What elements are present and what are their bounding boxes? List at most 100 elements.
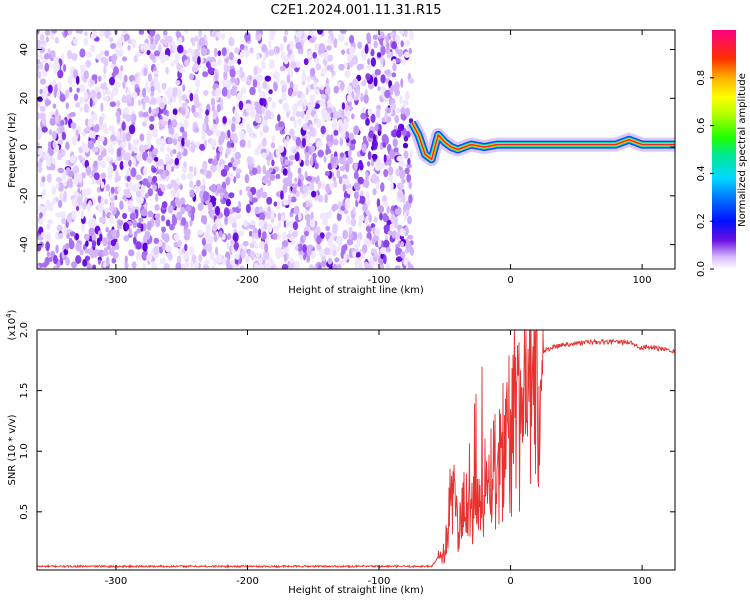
heatmap-cell [389, 151, 394, 157]
heatmap-cell [211, 31, 217, 38]
heatmap-cell [181, 94, 188, 102]
heatmap-cell [371, 139, 378, 149]
heatmap-cell [297, 243, 304, 252]
x-tick-label: -100 [368, 275, 391, 286]
heatmap-cell [189, 165, 194, 173]
heatmap-cell [191, 104, 196, 114]
heatmap-cell [127, 142, 132, 151]
heatmap-cell [124, 255, 128, 263]
heatmap-cell [280, 156, 284, 162]
heatmap-cell [248, 75, 252, 81]
heatmap-cell [41, 91, 48, 100]
heatmap-cell [173, 44, 177, 53]
heatmap-cell [283, 35, 287, 43]
heatmap-cell [399, 160, 405, 168]
heatmap-cell [120, 141, 127, 149]
heatmap-cell [304, 230, 309, 237]
snr-frame [36, 329, 676, 571]
heatmap-cell [365, 225, 371, 233]
heatmap-cell [109, 125, 115, 132]
heatmap-cell [332, 176, 336, 182]
heatmap-cell [165, 153, 171, 163]
heatmap-cell [313, 81, 317, 90]
heatmap-cell [167, 90, 172, 100]
heatmap-cell [210, 197, 217, 202]
heatmap-cell [202, 177, 206, 186]
heatmap-cell [79, 64, 86, 71]
heatmap-cell [55, 231, 60, 240]
heatmap-cell [138, 110, 144, 118]
heatmap-cell [250, 250, 256, 261]
heatmap-cell [57, 69, 64, 79]
heatmap-cell [125, 132, 132, 142]
heatmap-cell [60, 148, 66, 157]
heatmap-cell [333, 180, 338, 188]
heatmap-cell [161, 257, 166, 265]
heatmap-cell [292, 103, 298, 113]
heatmap-cell [183, 254, 188, 261]
heatmap-cell [399, 95, 403, 105]
heatmap-cell [80, 221, 85, 232]
heatmap-cell [262, 98, 267, 108]
heatmap-cell [58, 139, 64, 145]
heatmap-cell [338, 63, 345, 71]
heatmap-cell [100, 181, 105, 189]
heatmap-cell [190, 212, 195, 222]
heatmap-cell [398, 30, 405, 35]
heatmap-cell [47, 84, 53, 94]
heatmap-cell [86, 202, 91, 212]
heatmap-cell [176, 151, 182, 161]
heatmap-cell [142, 87, 147, 98]
heatmap-cell [341, 49, 346, 55]
heatmap-cell [339, 260, 346, 266]
heatmap-cell [82, 201, 87, 210]
heatmap-cell [199, 190, 204, 196]
heatmap-cell [46, 232, 49, 240]
heatmap-cell [235, 253, 240, 260]
heatmap-cell [100, 83, 105, 90]
heatmap-cell [105, 227, 109, 233]
heatmap-cell [37, 111, 41, 121]
heatmap-cell [262, 125, 269, 134]
heatmap-cell [292, 148, 297, 154]
heatmap-cell [354, 162, 358, 171]
heatmap-cell [401, 58, 407, 65]
heatmap-cell [149, 123, 155, 131]
heatmap-cell [132, 184, 139, 193]
heatmap-cell [338, 125, 342, 133]
heatmap-cell [230, 133, 235, 141]
heatmap-cell [183, 161, 187, 168]
heatmap-cell [93, 172, 100, 181]
heatmap-cell [389, 223, 395, 230]
heatmap-cell [227, 129, 231, 139]
heatmap-cell [326, 134, 331, 143]
heatmap-cell [317, 30, 323, 35]
heatmap-cell [349, 46, 355, 56]
heatmap-cell [112, 251, 119, 260]
heatmap-cell [229, 68, 236, 78]
heatmap-cell [379, 212, 383, 221]
heatmap-cell [214, 47, 218, 58]
x-tick-label: -300 [105, 576, 128, 587]
heatmap-cell [153, 245, 160, 256]
heatmap-cell [282, 168, 288, 176]
heatmap-cell [346, 187, 353, 195]
heatmap-cell [245, 186, 252, 192]
x-tick-label: 100 [633, 275, 652, 286]
heatmap-cell [38, 165, 43, 174]
heatmap-cell [222, 116, 227, 124]
heatmap-cell [343, 252, 348, 263]
heatmap-cell [158, 43, 162, 54]
heatmap-cell [283, 54, 289, 65]
heatmap-cell [162, 54, 170, 61]
heatmap-cell [172, 149, 177, 155]
heatmap-cell [284, 253, 287, 263]
heatmap-cell [171, 215, 178, 226]
heatmap-cell [116, 228, 120, 239]
heatmap-cell [223, 71, 228, 81]
heatmap-cell [320, 93, 327, 100]
heatmap-cell [179, 184, 184, 191]
heatmap-cell [403, 51, 411, 58]
heatmap-cell [345, 122, 349, 130]
